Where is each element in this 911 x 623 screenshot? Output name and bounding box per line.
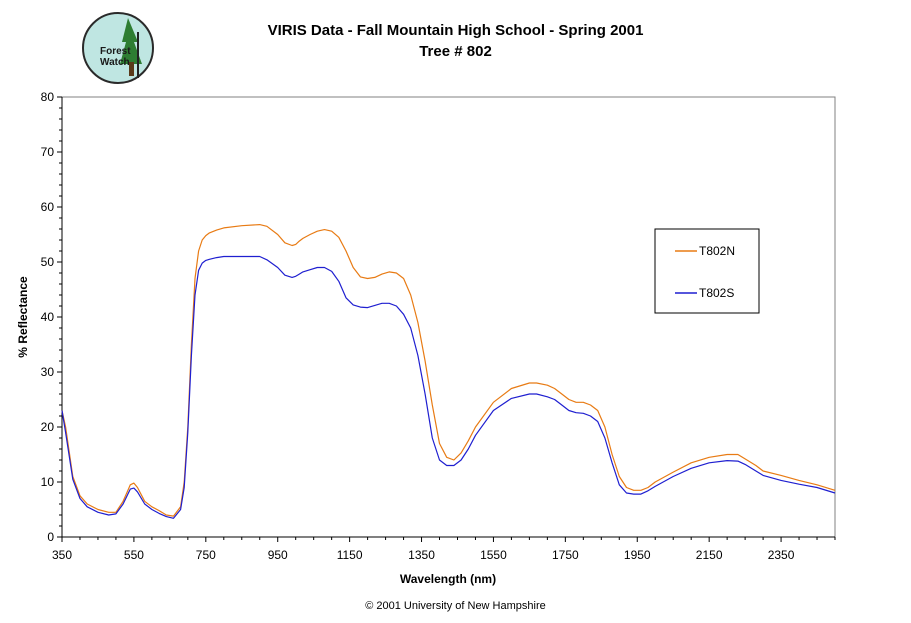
y-tick-label: 40 <box>41 310 55 324</box>
y-tick-label: 50 <box>41 255 55 269</box>
y-tick-label: 70 <box>41 145 55 159</box>
x-tick-label: 1550 <box>480 548 507 562</box>
x-tick-label: 950 <box>268 548 288 562</box>
copyright-footer: © 2001 University of New Hampshire <box>365 600 546 612</box>
chart-subtitle: Tree # 802 <box>419 43 492 60</box>
chart-title: VIRIS Data - Fall Mountain High School -… <box>267 22 644 39</box>
x-tick-label: 2150 <box>696 548 723 562</box>
logo-text-forest: Forest <box>100 46 131 57</box>
x-tick-label: 1350 <box>408 548 435 562</box>
y-tick-label: 60 <box>41 200 55 214</box>
x-tick-label: 1150 <box>337 548 363 562</box>
y-tick-label: 20 <box>41 420 55 434</box>
x-tick-label: 2350 <box>768 548 795 562</box>
series-line-t802s <box>61 255 836 519</box>
x-tick-label: 1750 <box>552 548 579 562</box>
forest-watch-logo-graphic: Forest Watch <box>82 12 154 84</box>
x-tick-label: 550 <box>124 548 144 562</box>
x-tick-label: 750 <box>196 548 216 562</box>
x-tick-label: 1950 <box>624 548 651 562</box>
x-axis-label: Wavelength (nm) <box>400 572 496 586</box>
legend-label-t802n: T802N <box>699 244 735 258</box>
y-axis-label: % Reflectance <box>16 276 30 358</box>
y-tick-label: 30 <box>41 365 55 379</box>
legend-box <box>654 228 760 314</box>
plot-area <box>61 96 836 538</box>
y-tick-label: 10 <box>41 475 55 489</box>
x-tick-label: 350 <box>52 548 72 562</box>
forest-watch-logo: Forest Watch <box>82 12 154 84</box>
y-tick-label: 80 <box>41 90 55 104</box>
y-tick-label: 0 <box>47 530 54 544</box>
logo-text-watch: Watch <box>100 57 130 68</box>
series-line-t802n <box>61 224 836 517</box>
legend-label-t802s: T802S <box>699 286 734 300</box>
